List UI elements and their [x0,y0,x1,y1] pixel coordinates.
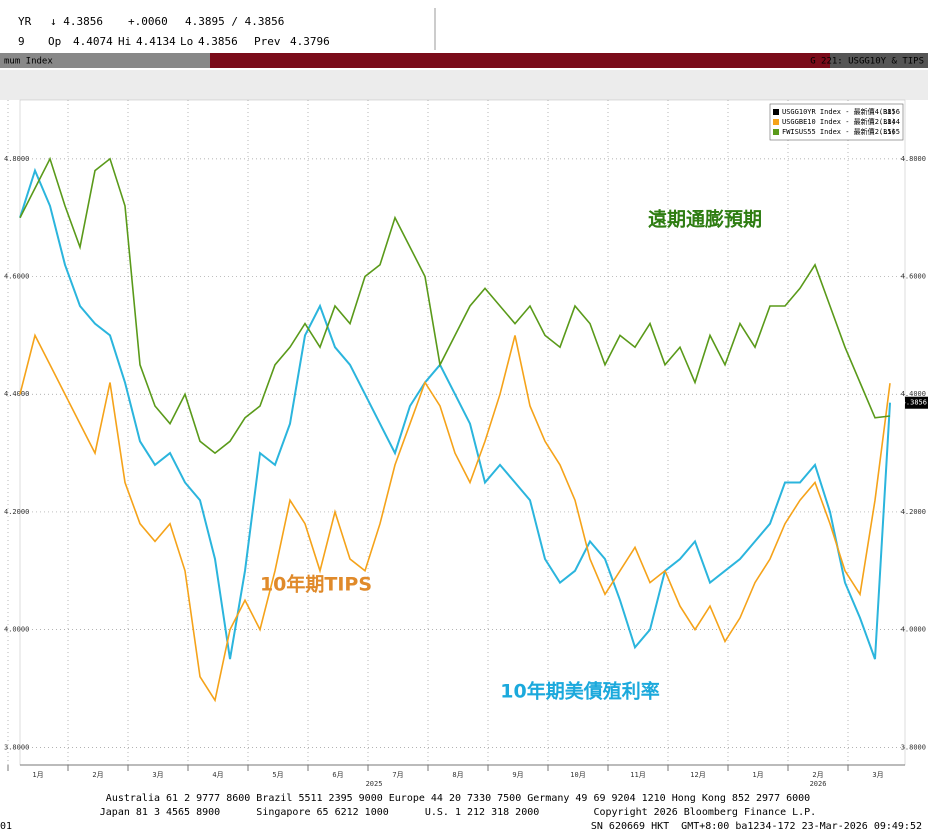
x-tick-label: 4月 [212,771,223,779]
title-bar [0,53,928,68]
y-tick-label: 4.4000 [901,390,926,398]
quote-field: Prev [254,35,281,48]
y-tick-label: 4.8000 [901,155,926,163]
quote-field: 4.3856 [198,35,238,48]
quote-field: ↓ 4.3856 [50,15,103,28]
y-tick-label: 3.8000 [901,743,926,751]
year-label: 2025 [366,780,383,788]
quote-field: Lo [180,35,193,48]
footer-line: Japan 81 3 4565 8900 Singapore 65 6212 1… [100,807,816,818]
plot-area [19,99,906,766]
legend-label: USGGBE10 Index - 最新價 (L1) [782,117,896,126]
legend-value: 4.3856 [875,108,900,116]
x-tick-label: 1月 [32,771,43,779]
legend-swatch [773,119,779,125]
quote-field: Hi [118,35,131,48]
annotation: 遠期通膨預期 [648,208,762,231]
series-line [19,167,891,660]
last-price-label: 4.3856 [902,399,927,407]
x-tick-label: 3月 [872,771,883,779]
x-tick-label: 2月 [92,771,103,779]
footer-line: 01 [0,821,12,832]
y-tick-label: 3.8000 [4,743,29,751]
legend-swatch [773,109,779,115]
title-bar-right [830,53,928,68]
x-tick-label: 11月 [630,771,645,779]
series-line [19,156,891,455]
x-tick-label: 1月 [752,771,763,779]
y-tick-label: 4.6000 [4,273,29,281]
legend [769,103,904,141]
y-tick-label: 4.0000 [4,626,29,634]
legend-value: 2.3565 [875,128,900,136]
y-tick-label: 4.2000 [4,508,29,516]
annotation: 10年期TIPS [260,573,372,596]
title-bar-left [0,53,210,68]
quote-field: +.0060 [128,15,168,28]
x-tick-label: 10月 [570,771,585,779]
quote-field: 4.4134 [136,35,176,48]
quote-field: 4.3895 / 4.3856 [185,15,284,28]
y-tick-label: 4.0000 [901,626,926,634]
x-tick-label: 12月 [690,771,705,779]
annotation: 10年期美債殖利率 [500,680,659,703]
y-tick-label: 4.6000 [901,273,926,281]
x-tick-label: 7月 [392,771,403,779]
x-tick-label: 9月 [512,771,523,779]
legend-label: FWISUS55 Index - 最新價 (L1) [782,127,896,136]
series-line [19,333,891,703]
x-tick-label: 8月 [452,771,463,779]
x-tick-label: 2月 [812,771,823,779]
legend-swatch [773,129,779,135]
last-price-badge [905,396,928,409]
y-tick-label: 4.8000 [4,155,29,163]
legend-value: 2.3844 [875,118,900,126]
quote-field: 4.3796 [290,35,330,48]
year-label: 2026 [810,780,827,788]
footer-line: Australia 61 2 9777 8600 Brazil 5511 239… [106,793,810,804]
quote-field: 4.4074 [73,35,113,48]
quote-field: YR [18,15,32,28]
y-tick-label: 4.4000 [4,390,29,398]
x-tick-label: 5月 [272,771,283,779]
quote-field: Op [48,35,61,48]
y-tick-label: 4.2000 [901,508,926,516]
quote-field: 9 [18,35,25,48]
security-label: mum Index [4,57,53,67]
toolbar[interactable] [0,70,928,100]
chart-name: G 221: USGG10Y & TIPS [810,57,924,67]
footer-line: SN 620669 HKT GMT+8:00 ba1234-172 23-Mar… [591,821,922,832]
legend-label: USGG10YR Index - 最新價 (R1) [782,107,896,116]
x-tick-label: 6月 [332,771,343,779]
x-tick-label: 3月 [152,771,163,779]
